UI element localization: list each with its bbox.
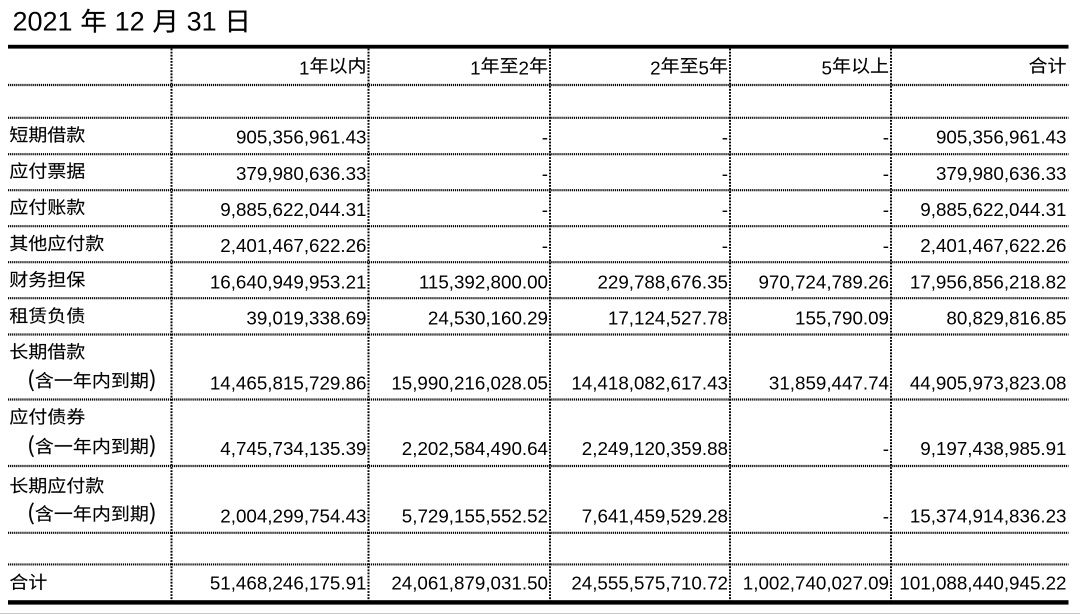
svg-text:155,790.09: 155,790.09 (795, 308, 889, 329)
svg-text:-: - (722, 235, 728, 256)
svg-text:-: - (722, 163, 728, 184)
svg-text:12: 12 (115, 7, 145, 37)
svg-text:9,885,622,044.31: 9,885,622,044.31 (920, 199, 1066, 220)
svg-text:905,356,961.43: 905,356,961.43 (236, 127, 367, 148)
svg-text:379,980,636.33: 379,980,636.33 (236, 163, 367, 184)
svg-text:970,724,789.26: 970,724,789.26 (758, 271, 889, 292)
svg-text:-: - (542, 163, 548, 184)
svg-text:379,980,636.33: 379,980,636.33 (936, 163, 1067, 184)
svg-text:31,859,447.74: 31,859,447.74 (769, 372, 889, 393)
svg-text:2,401,467,622.26: 2,401,467,622.26 (220, 235, 366, 256)
svg-text:-: - (883, 438, 889, 459)
svg-text:51,468,246,175.91: 51,468,246,175.91 (210, 572, 367, 593)
svg-text:7,641,459,529.28: 7,641,459,529.28 (582, 506, 728, 527)
svg-text:24,061,879,031.50: 24,061,879,031.50 (391, 572, 548, 593)
svg-text:1: 1 (299, 58, 309, 79)
svg-text:80,829,816.85: 80,829,816.85 (946, 308, 1066, 329)
svg-text:39,019,338.69: 39,019,338.69 (246, 308, 366, 329)
svg-text:2,401,467,622.26: 2,401,467,622.26 (920, 235, 1066, 256)
svg-text:-: - (883, 199, 889, 220)
svg-text:1,002,740,027.09: 1,002,740,027.09 (743, 572, 889, 593)
svg-text:905,356,961.43: 905,356,961.43 (936, 127, 1067, 148)
svg-text:2,249,120,359.88: 2,249,120,359.88 (582, 438, 728, 459)
svg-text:16,640,949,953.21: 16,640,949,953.21 (210, 271, 367, 292)
svg-text:5: 5 (699, 58, 709, 79)
svg-text:31: 31 (187, 7, 217, 37)
svg-text:15,990,216,028.05: 15,990,216,028.05 (391, 372, 548, 393)
svg-text:-: - (883, 506, 889, 527)
svg-text:2021: 2021 (13, 7, 73, 37)
svg-text:-: - (883, 163, 889, 184)
svg-text:17,124,527.78: 17,124,527.78 (608, 308, 728, 329)
svg-text:4,745,734,135.39: 4,745,734,135.39 (220, 438, 366, 459)
svg-text:115,392,800.00: 115,392,800.00 (419, 271, 548, 292)
svg-text:14,418,082,617.43: 14,418,082,617.43 (571, 372, 728, 393)
svg-text:24,530,160.29: 24,530,160.29 (428, 308, 548, 329)
svg-text:2,202,584,490.64: 2,202,584,490.64 (402, 438, 548, 459)
svg-text:-: - (722, 127, 728, 148)
svg-text:1: 1 (470, 58, 480, 79)
svg-text:15,374,914,836.23: 15,374,914,836.23 (910, 506, 1067, 527)
svg-text:44,905,973,823.08: 44,905,973,823.08 (910, 372, 1067, 393)
svg-text:5: 5 (822, 58, 832, 79)
svg-text:-: - (722, 199, 728, 220)
svg-text:2,004,299,754.43: 2,004,299,754.43 (220, 506, 366, 527)
svg-text:2: 2 (650, 58, 660, 79)
svg-text:229,788,676.35: 229,788,676.35 (597, 271, 728, 292)
svg-text:2: 2 (519, 58, 529, 79)
svg-text:101,088,440,945.22: 101,088,440,945.22 (899, 572, 1066, 593)
svg-text:-: - (542, 235, 548, 256)
svg-text:9,885,622,044.31: 9,885,622,044.31 (220, 199, 366, 220)
svg-text:9,197,438,985.91: 9,197,438,985.91 (920, 438, 1066, 459)
svg-text:-: - (883, 235, 889, 256)
svg-text:-: - (883, 127, 889, 148)
svg-text:5,729,155,552.52: 5,729,155,552.52 (402, 506, 548, 527)
svg-text:14,465,815,729.86: 14,465,815,729.86 (210, 372, 367, 393)
svg-text:-: - (542, 199, 548, 220)
svg-text:24,555,575,710.72: 24,555,575,710.72 (571, 572, 728, 593)
svg-text:-: - (542, 127, 548, 148)
svg-text:17,956,856,218.82: 17,956,856,218.82 (910, 271, 1067, 292)
